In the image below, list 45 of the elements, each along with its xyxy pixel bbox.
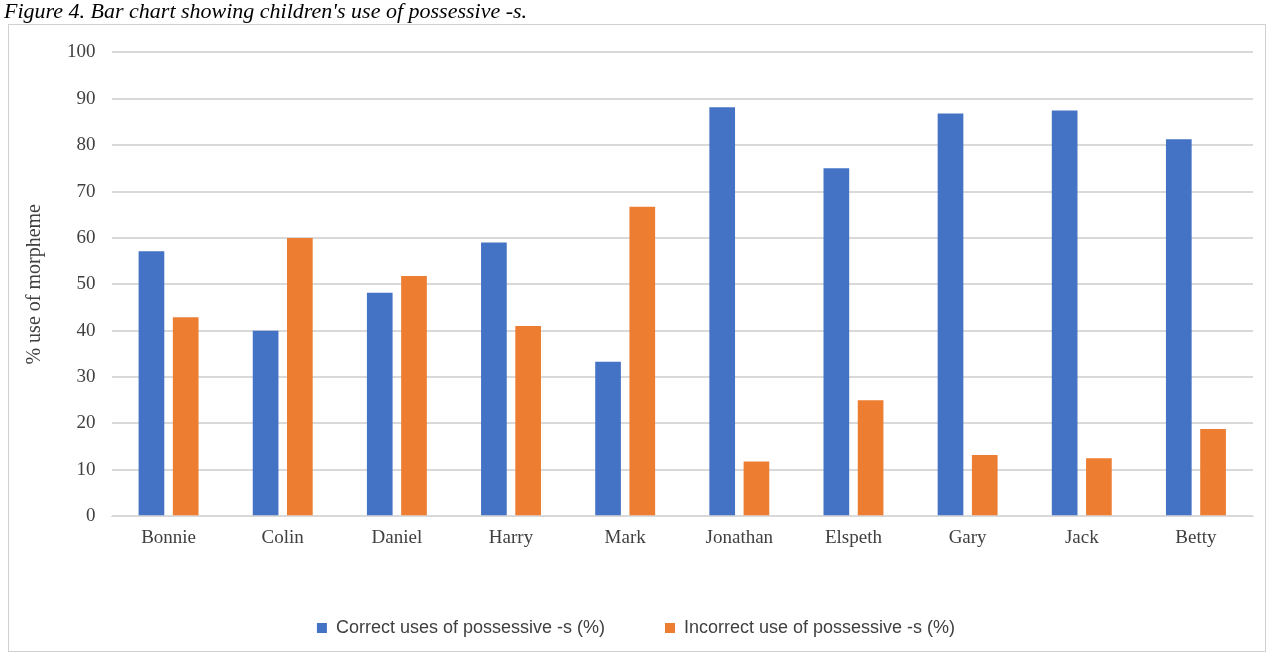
bar <box>971 454 998 516</box>
y-tick-label: 100 <box>67 40 96 62</box>
x-tick-label: Elspeth <box>824 525 883 547</box>
y-tick-label: 0 <box>86 504 96 526</box>
y-tick-label: 40 <box>76 318 96 340</box>
bar <box>629 206 656 516</box>
bar <box>481 242 507 516</box>
y-tick-label: 80 <box>76 133 96 155</box>
bar <box>252 330 279 516</box>
y-tick-label: 50 <box>76 272 96 294</box>
bar <box>823 168 850 516</box>
y-tick-label: 60 <box>76 225 96 247</box>
bar <box>595 361 621 516</box>
x-tick-label: Jonathan <box>705 525 774 547</box>
legend-label: Correct uses of possessive -s (%) <box>335 616 605 637</box>
x-tick-label: Jack <box>1064 525 1100 547</box>
bar <box>287 237 313 516</box>
bar <box>401 275 427 516</box>
y-tick-label: 20 <box>76 411 96 433</box>
bar <box>857 400 884 516</box>
bar <box>1200 429 1226 516</box>
bar <box>1165 139 1192 516</box>
x-tick-label: Harry <box>488 525 534 547</box>
bar <box>937 113 964 516</box>
bar <box>515 326 541 516</box>
bar <box>743 461 770 516</box>
chart-title: Figure 4. Bar chart showing children's use of possessive -s. <box>3 0 529 24</box>
x-tick-label: Bonnie <box>141 525 197 547</box>
bar <box>366 292 393 516</box>
bar <box>709 107 736 516</box>
bar <box>172 317 199 516</box>
y-axis-title: % use of morpheme <box>22 203 46 365</box>
y-tick-label: 10 <box>76 457 96 479</box>
x-tick-label: Daniel <box>371 525 423 547</box>
x-tick-label: Gary <box>948 525 988 547</box>
y-tick-label: 90 <box>76 86 96 108</box>
bar <box>1051 110 1078 516</box>
y-tick-label: 30 <box>76 365 96 387</box>
legend-label: Incorrect use of possessive -s (%) <box>683 616 956 637</box>
x-tick-label: Colin <box>261 525 305 547</box>
y-tick-label: 70 <box>76 179 96 201</box>
bar <box>1086 458 1112 516</box>
x-tick-label: Mark <box>604 525 647 547</box>
bar <box>138 251 165 516</box>
x-tick-label: Betty <box>1175 525 1217 547</box>
